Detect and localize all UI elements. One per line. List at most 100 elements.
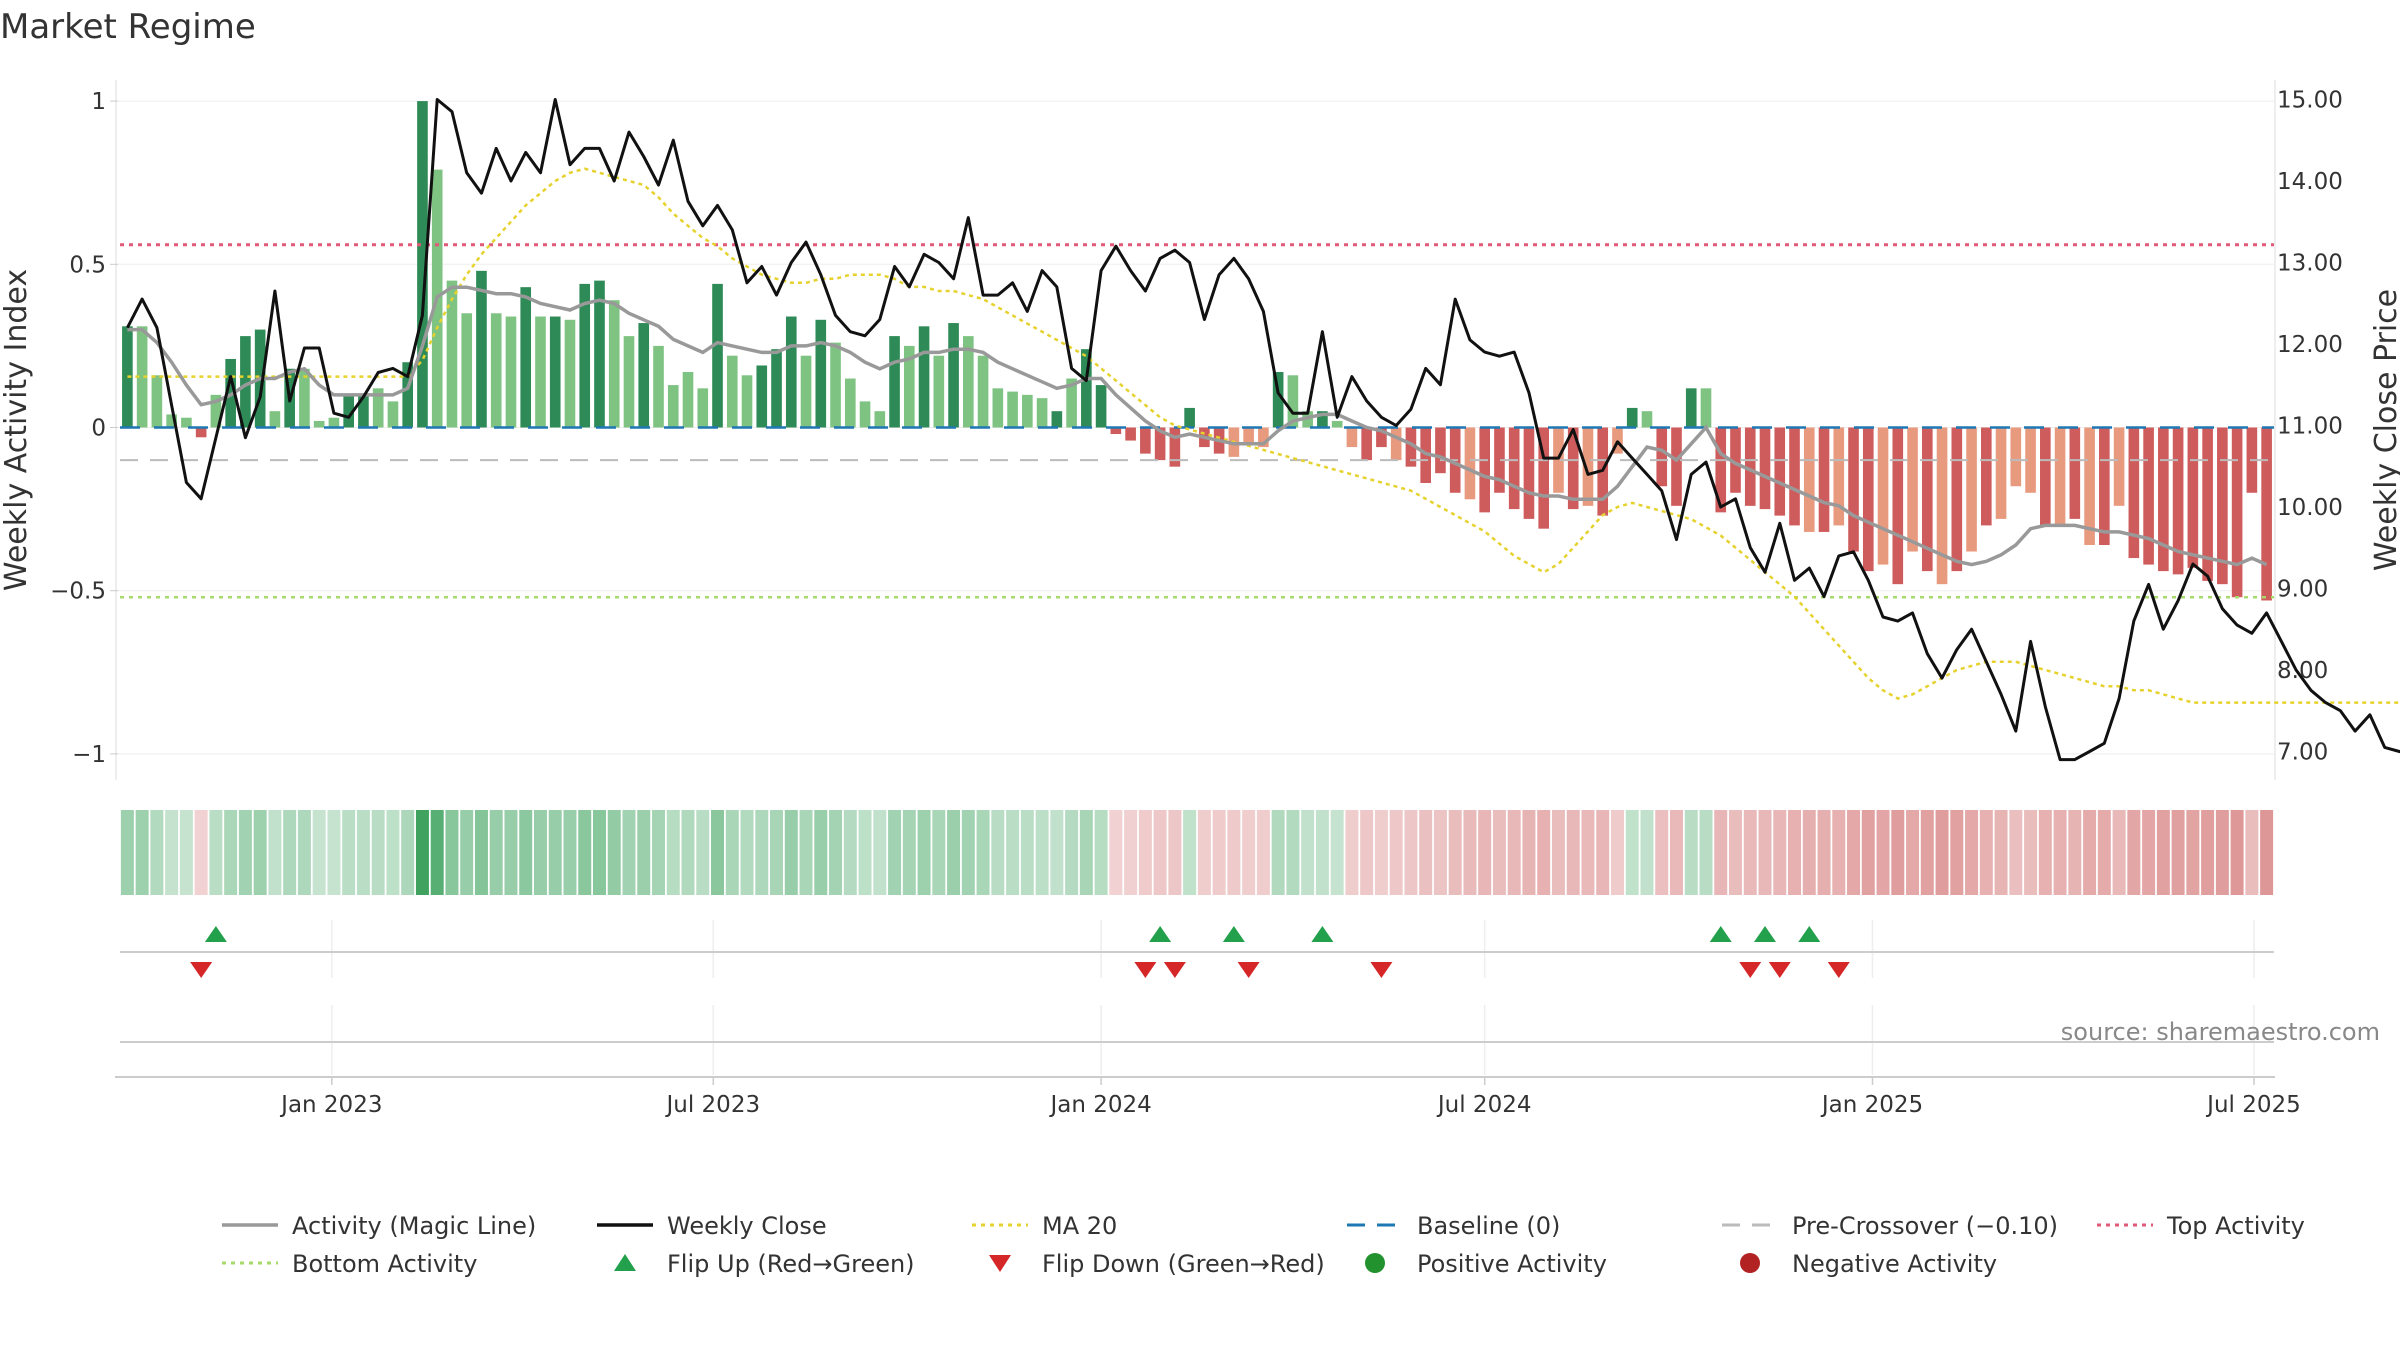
regime-cell xyxy=(1861,810,1875,895)
activity-bar xyxy=(1892,427,1904,585)
activity-bar xyxy=(1671,427,1682,506)
activity-bar xyxy=(1435,427,1446,474)
flip-up-marker xyxy=(1311,926,1334,942)
series-lines xyxy=(126,98,2400,762)
regime-cell xyxy=(1079,810,1093,895)
activity-bar xyxy=(1848,427,1859,552)
flip-up-marker xyxy=(204,926,227,942)
regime-cell xyxy=(1802,810,1816,895)
magic-line xyxy=(127,285,2268,567)
regime-cell xyxy=(725,810,739,895)
activity-bar xyxy=(1317,411,1328,428)
regime-cell xyxy=(1242,810,1256,895)
activity-bar xyxy=(623,336,635,428)
regime-cell xyxy=(1847,810,1861,895)
regime-cell xyxy=(253,810,267,895)
activity-bar xyxy=(608,300,620,428)
activity-bar xyxy=(402,362,414,428)
activity-bar xyxy=(2084,427,2095,545)
legend-item: Bottom Activity xyxy=(222,1250,477,1278)
flip-down-marker xyxy=(1768,962,1791,978)
regime-cell xyxy=(1138,810,1152,895)
regime-cell xyxy=(1876,810,1890,895)
flip-down-marker xyxy=(1739,962,1762,978)
activity-bar xyxy=(1582,427,1594,506)
regime-cell xyxy=(1994,810,2008,895)
regime-cell xyxy=(902,810,916,895)
activity-bar xyxy=(1007,391,1018,428)
flip-markers-panel xyxy=(120,926,2274,978)
legend-label: Flip Up (Red→Green) xyxy=(667,1250,915,1278)
legend-item: Top Activity xyxy=(2097,1212,2305,1240)
regime-cell xyxy=(1669,810,1683,895)
date-tick-label: Jan 2024 xyxy=(1048,1092,1151,1118)
left-tick-label: 0.5 xyxy=(69,252,106,278)
activity-bar xyxy=(490,313,502,428)
regime-cell xyxy=(1360,810,1374,895)
activity-bar xyxy=(1936,427,1948,585)
regime-cell xyxy=(843,810,857,895)
activity-bar xyxy=(1494,427,1505,493)
reference-lines xyxy=(120,243,2274,599)
regime-cell xyxy=(1891,810,1905,895)
regime-cell xyxy=(1094,810,1108,895)
activity-bar xyxy=(697,388,709,428)
activity-bar xyxy=(830,342,841,428)
legend-swatch xyxy=(1365,1253,1385,1273)
activity-bar xyxy=(682,372,694,428)
activity-bar xyxy=(535,316,546,428)
activity-bar xyxy=(1921,427,1933,572)
regime-cell xyxy=(888,810,902,895)
legend-item: Activity (Magic Line) xyxy=(222,1212,536,1240)
regime-cell xyxy=(829,810,843,895)
activity-bar xyxy=(1508,427,1520,510)
regime-cell xyxy=(2215,810,2229,895)
date-axis: Jan 2023 Jul 2023 Jan 2024 Jul 2024 Jan 2025… xyxy=(115,1076,2301,1118)
regime-cell xyxy=(209,810,223,895)
activity-bar xyxy=(446,280,458,428)
regime-cell xyxy=(2142,810,2156,895)
activity-bar xyxy=(1907,427,1918,552)
flip-down-marker xyxy=(1134,962,1157,978)
activity-bar xyxy=(2128,427,2140,559)
activity-bar xyxy=(166,414,177,428)
right-tick-label: 14.00 xyxy=(2277,169,2343,195)
activity-bar xyxy=(1154,427,1166,461)
activity-bar xyxy=(963,336,974,428)
activity-bar xyxy=(328,417,340,428)
flip-up-marker xyxy=(1754,926,1777,942)
weekly-close-line xyxy=(126,98,2400,762)
regime-cell xyxy=(696,810,710,895)
activity-bar xyxy=(299,368,310,428)
activity-bar xyxy=(1656,427,1668,487)
regime-cell xyxy=(1729,810,1742,895)
regime-cell xyxy=(1419,810,1433,895)
date-tick-label: Jul 2025 xyxy=(2205,1092,2301,1118)
activity-bar xyxy=(2172,427,2184,575)
regime-cell xyxy=(1035,810,1049,895)
activity-bar xyxy=(343,394,354,428)
regime-cell xyxy=(1640,810,1654,895)
activity-bar xyxy=(1110,427,1122,435)
activity-bar xyxy=(2113,427,2125,506)
legend-label: Positive Activity xyxy=(1417,1250,1607,1278)
activity-bar xyxy=(1036,398,1048,428)
regime-cell xyxy=(755,810,769,895)
activity-bar xyxy=(1626,407,1638,428)
activity-bar xyxy=(2025,427,2036,493)
regime-cell xyxy=(2260,810,2274,895)
regime-cell xyxy=(1492,810,1506,895)
activity-bar xyxy=(2099,427,2110,545)
activity-bar xyxy=(667,385,679,428)
regime-cell xyxy=(1625,810,1639,895)
activity-bar xyxy=(1951,427,1963,572)
activity-bar xyxy=(2069,427,2081,519)
regime-cell xyxy=(1979,810,1993,895)
activity-bar xyxy=(1523,427,1535,519)
regime-strip xyxy=(120,810,2274,895)
activity-bar xyxy=(1361,427,1372,461)
left-axis-title: Weekly Activity Index xyxy=(0,269,34,591)
regime-cell xyxy=(1522,810,1536,895)
activity-bar xyxy=(151,375,163,428)
activity-bar xyxy=(1966,427,1977,552)
